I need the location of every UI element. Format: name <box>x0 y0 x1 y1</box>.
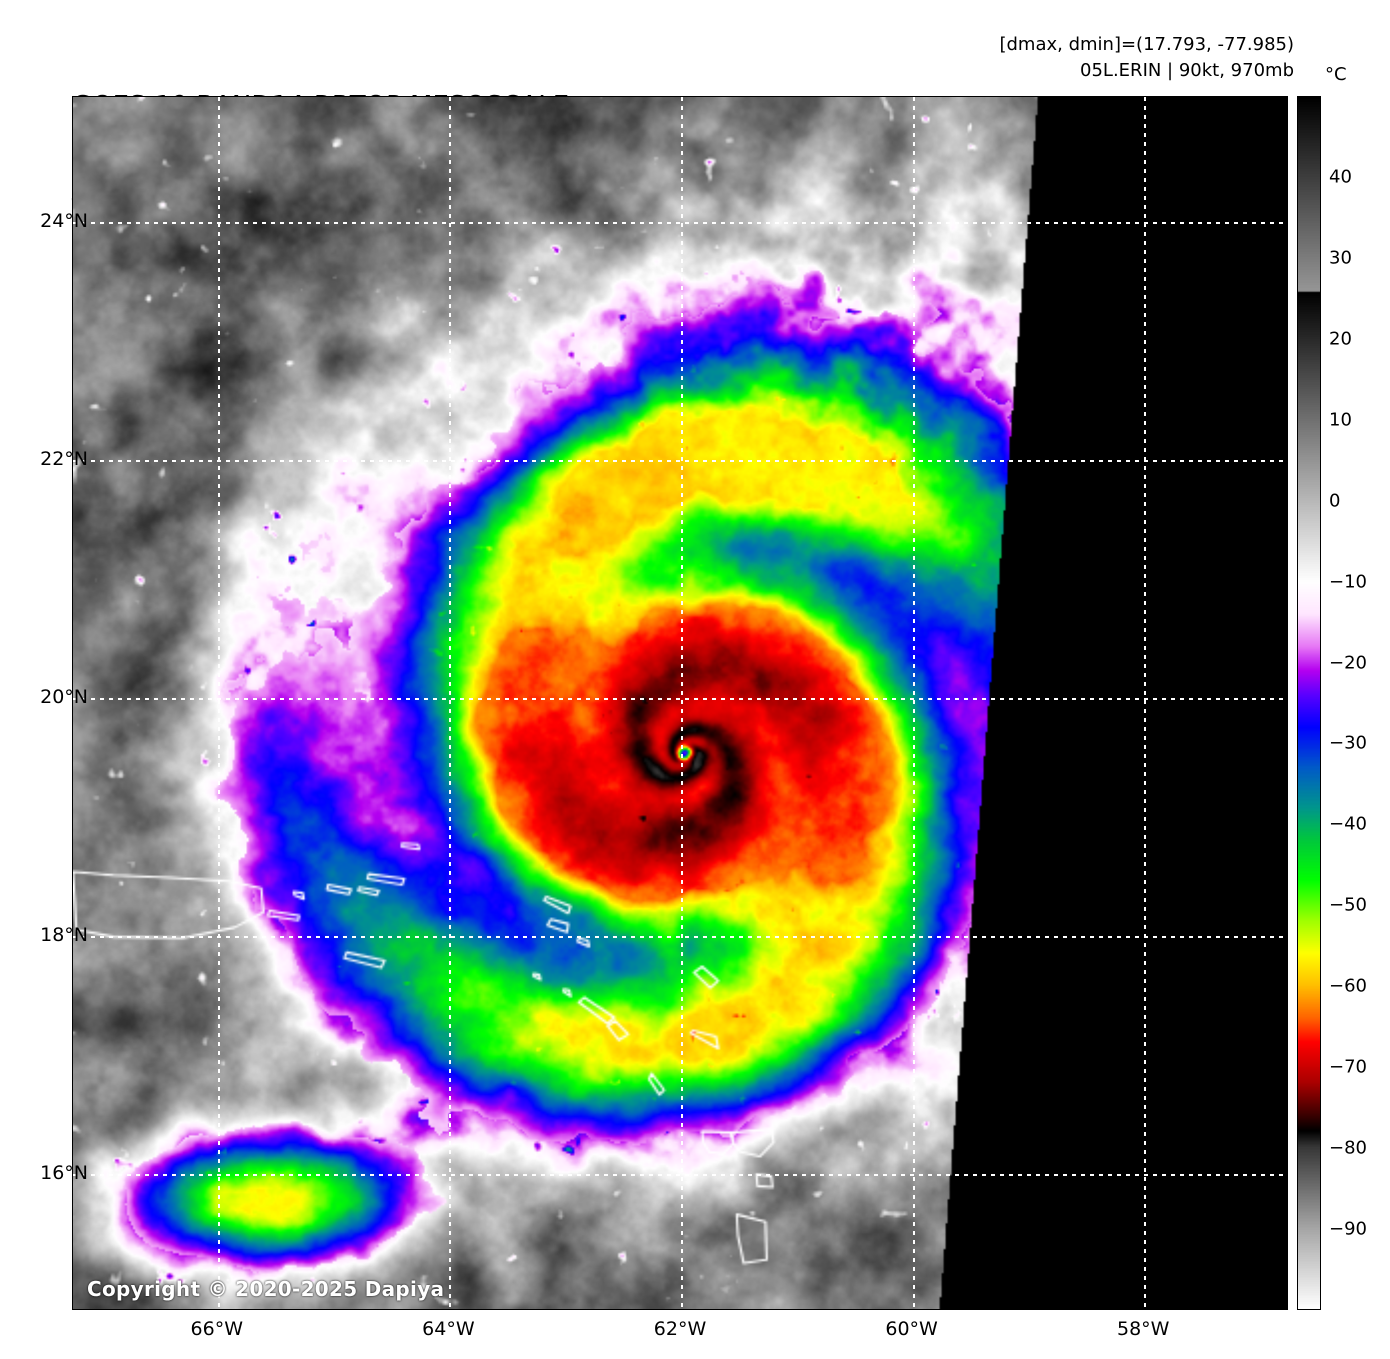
colorbar-tick-8: −40 <box>1329 813 1367 835</box>
colorbar <box>1297 96 1321 1310</box>
storm-info-label: 05L.ERIN | 90kt, 970mb <box>1080 60 1294 82</box>
lon-tick-label-2: 62°W <box>653 1318 707 1340</box>
colorbar-tick-10: −60 <box>1329 975 1367 997</box>
colorbar-tick-12: −80 <box>1329 1137 1367 1159</box>
satellite-image-plot: Copyright © 2020-2025 Dapiya <box>72 96 1288 1310</box>
lon-tick-label-4: 58°W <box>1117 1318 1170 1340</box>
colorbar-gradient <box>1298 97 1320 1309</box>
data-range-label: [dmax, dmin]=(17.793, -77.985) <box>999 34 1294 55</box>
lat-tick-label-4: 16°N <box>40 1162 88 1185</box>
satellite-imagery-canvas <box>73 97 1287 1309</box>
colorbar-tick-9: −50 <box>1329 894 1367 916</box>
colorbar-tick-13: −90 <box>1329 1218 1367 1240</box>
lat-tick-label-0: 24°N <box>40 209 88 232</box>
colorbar-tick-5: −10 <box>1329 571 1367 593</box>
colorbar-tick-6: −20 <box>1329 652 1367 674</box>
colorbar-tick-2: 20 <box>1329 328 1352 350</box>
colorbar-tick-0: 40 <box>1329 166 1352 188</box>
metadata-block: [dmax, dmin]=(17.793, -77.985) 05L.ERIN … <box>999 32 1294 84</box>
lon-tick-label-1: 64°W <box>422 1318 475 1340</box>
colorbar-tick-7: −30 <box>1329 732 1367 754</box>
colorbar-tick-11: −70 <box>1329 1056 1367 1078</box>
lon-tick-label-3: 60°W <box>885 1318 938 1340</box>
colorbar-tick-3: 10 <box>1329 409 1352 431</box>
colorbar-tick-4: 0 <box>1329 490 1341 512</box>
lon-tick-label-0: 66°W <box>190 1318 243 1340</box>
lat-tick-label-1: 22°N <box>40 448 88 470</box>
colorbar-units-label: °C <box>1325 64 1347 85</box>
colorbar-tick-1: 30 <box>1329 247 1352 269</box>
copyright-label: Copyright © 2020-2025 Dapiya <box>87 1277 445 1301</box>
lat-tick-label-2: 20°N <box>40 686 88 709</box>
lat-tick-label-3: 18°N <box>40 924 88 947</box>
